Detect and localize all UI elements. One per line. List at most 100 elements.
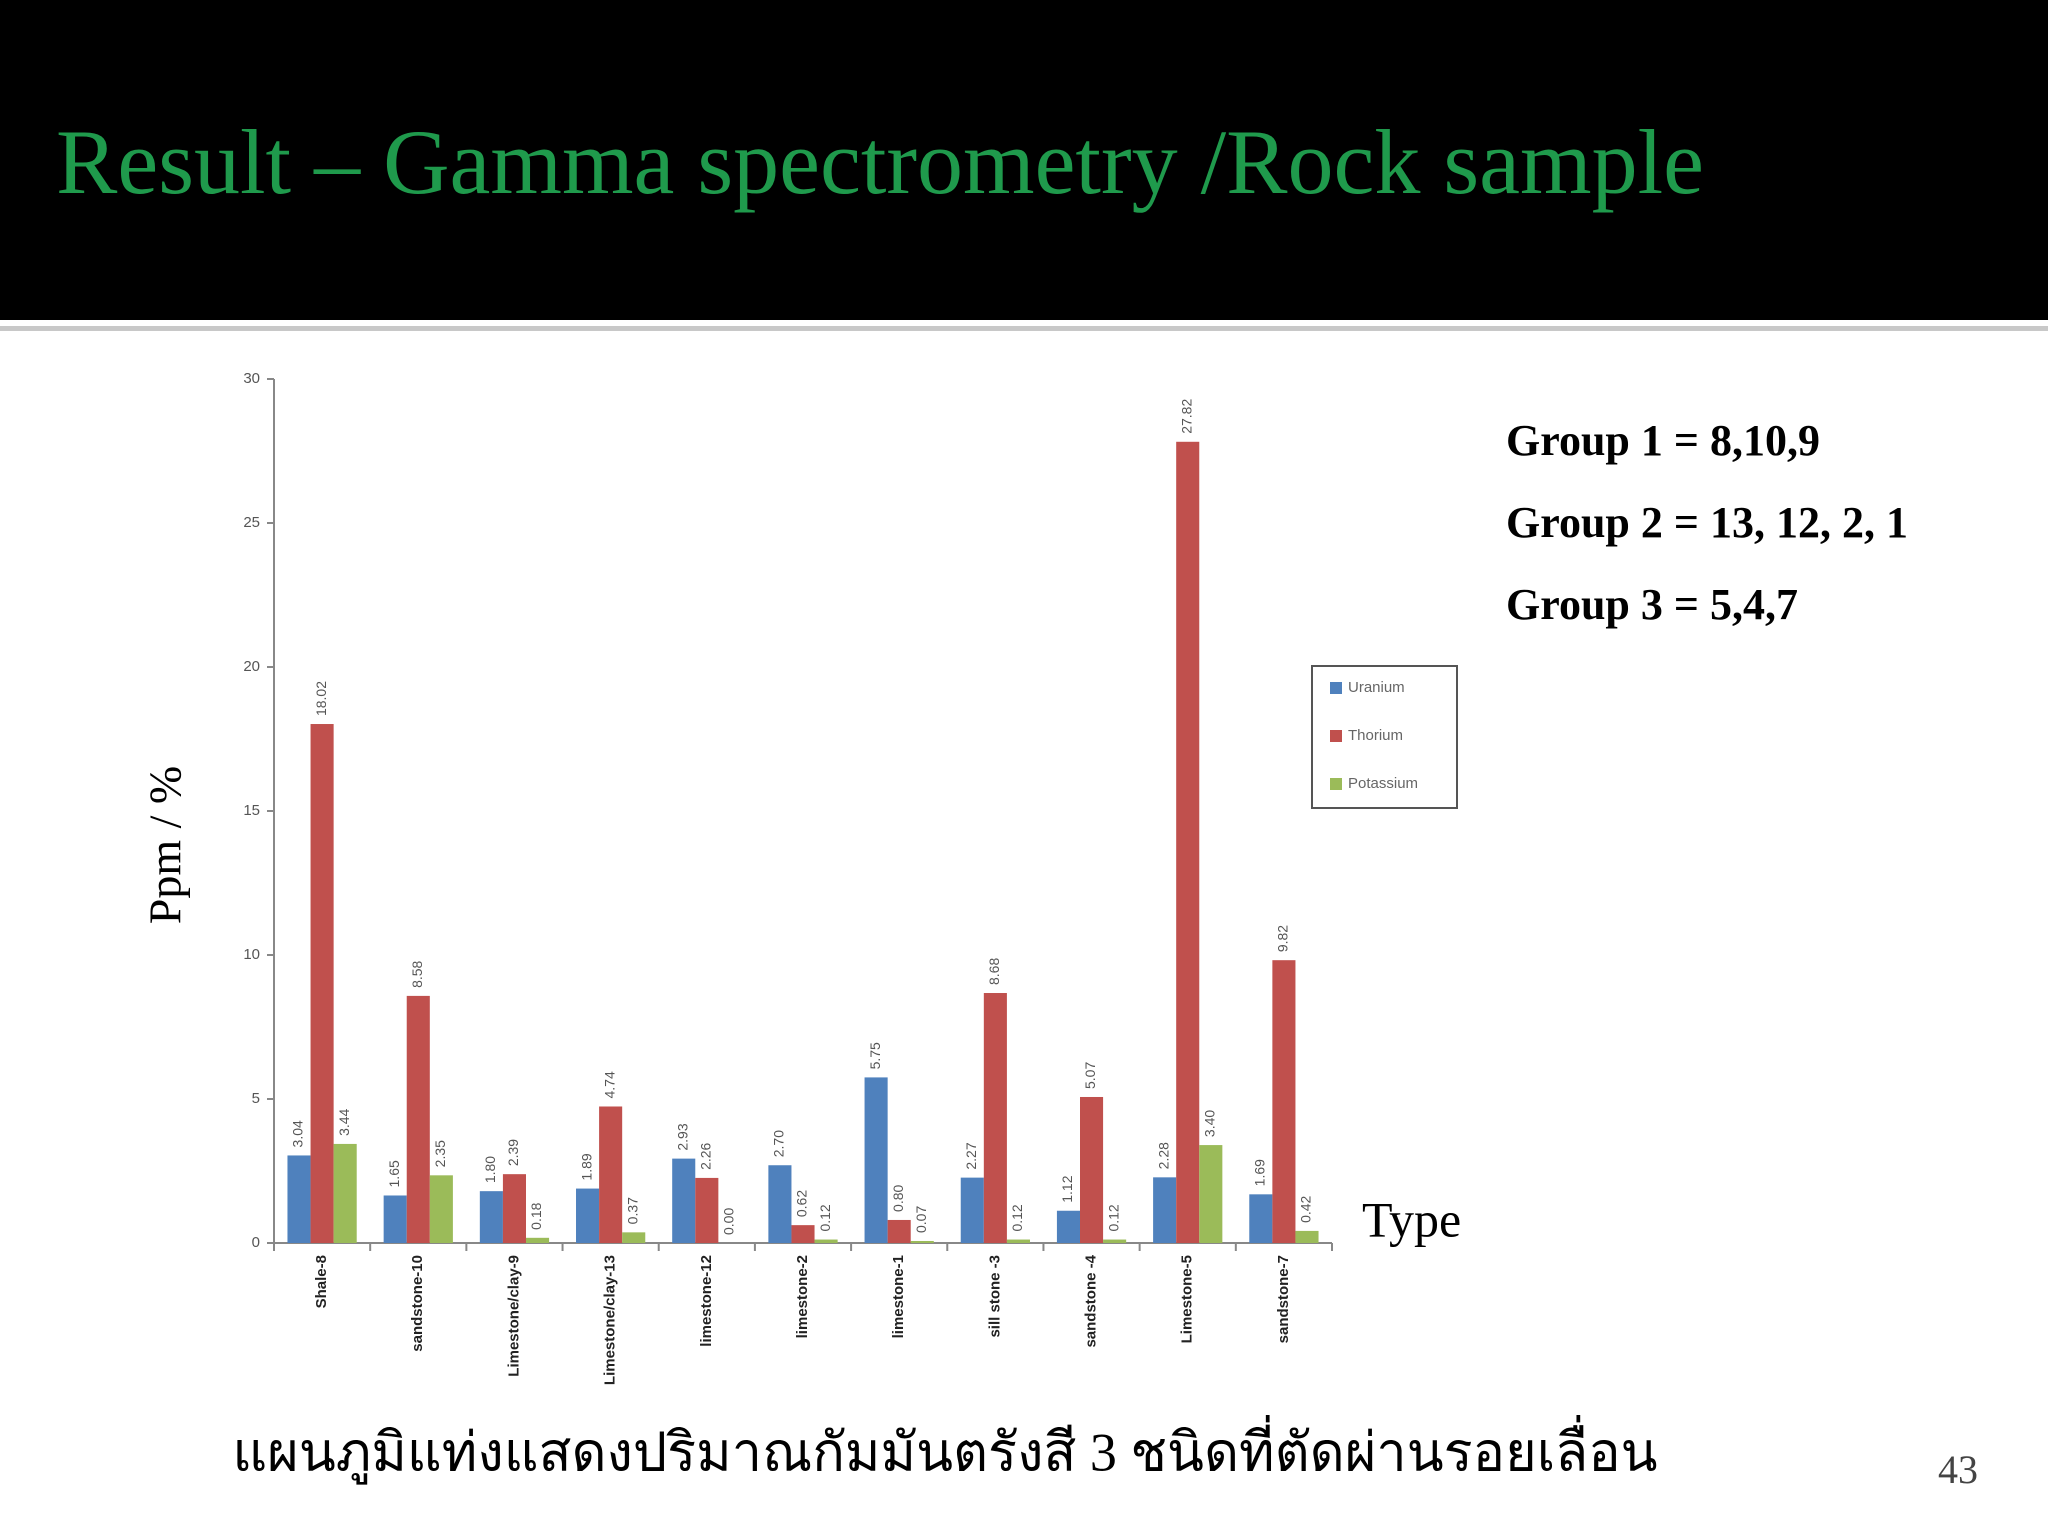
bar [383,1195,407,1243]
value-label: 2.70 [771,1130,787,1157]
bar [576,1188,600,1243]
value-label: 0.37 [624,1197,640,1224]
value-label: 18.02 [313,681,329,716]
value-label: 1.89 [578,1153,594,1180]
bar [1006,1239,1030,1243]
y-tick-label: 30 [243,370,260,387]
bar [622,1232,646,1243]
value-label: 1.65 [386,1160,402,1187]
bar [429,1175,453,1243]
value-label: 1.69 [1252,1159,1268,1186]
page-number: 43 [1938,1447,1978,1492]
slide-title: Result – Gamma spectrometry /Rock sample [56,111,1704,213]
value-label: 27.82 [1178,399,1194,434]
legend-swatch [1330,730,1342,742]
y-tick-label: 5 [252,1090,260,1107]
value-label: 3.44 [336,1108,352,1135]
legend-label: Uranium [1348,679,1405,696]
bar [983,993,1007,1243]
value-label: 3.40 [1202,1110,1218,1137]
y-tick-label: 20 [243,658,260,675]
y-tick-label: 10 [243,946,260,963]
bar [525,1237,550,1243]
value-label: 1.12 [1059,1175,1075,1202]
value-label: 0.42 [1298,1195,1314,1222]
bar [1249,1194,1273,1243]
value-label: 0.07 [913,1206,929,1233]
x-axis-label: Type [1362,1191,1461,1247]
value-label: 3.04 [290,1120,306,1147]
x-tick-label: sandstone-10 [409,1255,426,1352]
value-label: 2.93 [674,1123,690,1150]
bar [310,724,334,1243]
bar [1295,1230,1319,1243]
value-label: 4.74 [601,1071,617,1098]
y-tick-label: 0 [252,1234,260,1251]
value-label: 5.75 [867,1042,883,1069]
legend-swatch [1330,682,1342,694]
bar [791,1225,815,1243]
value-label: 0.62 [794,1190,810,1217]
value-label: 2.26 [698,1142,714,1169]
bar [287,1155,311,1243]
bar [599,1106,623,1243]
legend-label: Potassium [1348,775,1418,792]
bar [1056,1210,1081,1243]
value-label: 9.82 [1275,925,1291,952]
bar [887,1219,911,1243]
bar [502,1174,526,1243]
bar [768,1165,792,1243]
x-tick-label: limestone-1 [890,1255,907,1338]
bar [479,1191,503,1243]
value-label: 2.35 [432,1140,448,1167]
group-note: Group 1 = 8,10,9 [1506,416,1820,465]
caption: แผนภูมิแท่งแสดงปริมาณกัมมันตรังสี 3 ชนิด… [232,1414,1657,1484]
header-rule [0,326,2048,331]
value-label: 0.12 [1105,1204,1121,1231]
bar [1199,1145,1223,1243]
x-tick-label: sandstone -4 [1083,1254,1100,1347]
x-tick-label: Limestone/clay-13 [602,1255,619,1385]
bar [960,1177,984,1243]
x-tick-label: limestone-2 [794,1255,811,1338]
bar [910,1240,934,1243]
value-label: 2.27 [963,1142,979,1169]
bar [333,1143,357,1243]
value-label: 0.00 [721,1208,737,1235]
value-label: 5.07 [1082,1062,1098,1089]
bar [1103,1239,1127,1243]
bar [1153,1177,1177,1243]
bar [814,1239,838,1243]
bar [406,995,430,1243]
bar [1176,441,1200,1243]
group-note: Group 2 = 13, 12, 2, 1 [1506,498,1908,547]
value-label: 2.39 [505,1139,521,1166]
value-label: 1.80 [482,1156,498,1183]
y-tick-label: 15 [243,802,260,819]
legend-label: Thorium [1348,727,1403,744]
x-tick-label: Limestone-5 [1179,1255,1196,1343]
header-band [0,0,2048,320]
group-note: Group 3 = 5,4,7 [1506,580,1798,629]
value-label: 0.12 [817,1204,833,1231]
bar [1080,1096,1104,1243]
y-tick-label: 25 [243,514,260,531]
value-label: 2.28 [1155,1142,1171,1169]
x-tick-label: sandstone-7 [1275,1255,1292,1343]
y-axis-label: Ppm / % [140,766,191,924]
value-label: 8.58 [409,960,425,987]
x-tick-label: Shale-8 [313,1255,330,1308]
bar [1272,960,1296,1243]
x-tick-label: limestone-12 [698,1255,715,1347]
x-tick-label: sill stone -3 [986,1255,1003,1338]
value-label: 0.80 [890,1184,906,1211]
value-label: 8.68 [986,958,1002,985]
bar [864,1077,888,1243]
value-label: 0.18 [528,1202,544,1229]
legend-swatch [1330,778,1342,790]
value-label: 0.12 [1009,1204,1025,1231]
x-tick-label: Limestone/clay-9 [505,1255,522,1377]
bar [672,1158,696,1243]
